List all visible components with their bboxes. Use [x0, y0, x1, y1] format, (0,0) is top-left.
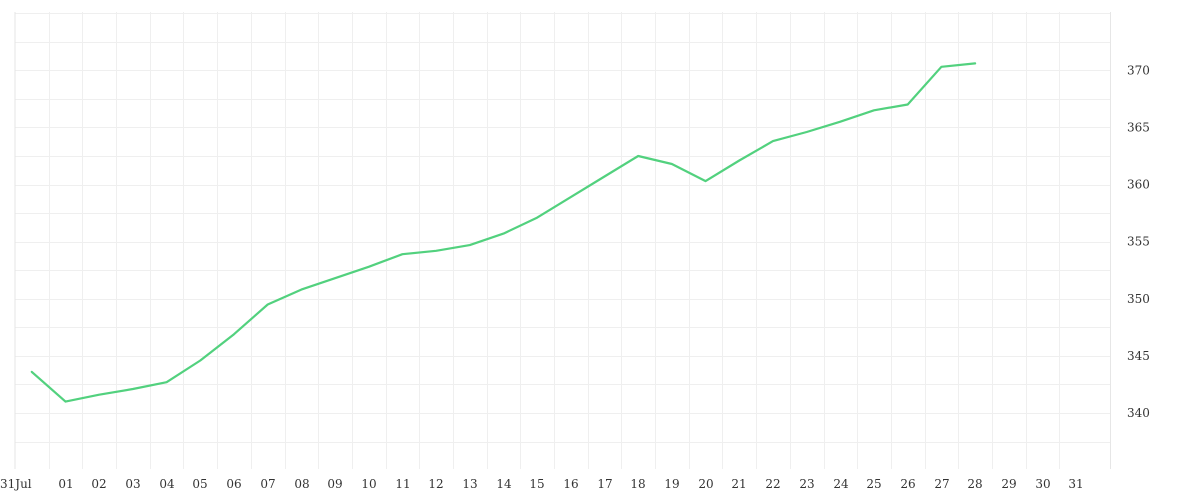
x-tick-label: 21: [731, 477, 746, 491]
y-tick-label: 340: [1127, 406, 1150, 420]
x-tick-label: 29: [1001, 477, 1016, 491]
series-layer: [30, 62, 977, 403]
axes: [14, 12, 1111, 469]
x-tick-label: 28: [967, 477, 982, 491]
x-tick-label: 13: [462, 477, 477, 491]
x-tick-label: 02: [91, 477, 106, 491]
x-tick-label: 20: [698, 477, 713, 491]
x-tick-label: 04: [159, 477, 175, 491]
x-tick-label: 14: [496, 477, 512, 491]
y-gridlines: [15, 13, 1110, 443]
x-tick-label: 11: [395, 477, 410, 491]
x-tick-label: 06: [226, 477, 241, 491]
y-tick-label: 345: [1127, 349, 1150, 363]
y-tick-label: 360: [1127, 178, 1150, 192]
x-tick-label: 30: [1035, 477, 1050, 491]
x-tick-label: 26: [900, 477, 915, 491]
x-tick-label: 15: [529, 477, 544, 491]
x-tick-label: 07: [260, 477, 275, 491]
y-tick-label: 370: [1127, 63, 1150, 77]
x-tick-label: 31Jul: [0, 477, 32, 491]
x-tick-label: 22: [765, 477, 780, 491]
y-tick-label: 355: [1127, 235, 1150, 249]
x-tick-label: 18: [630, 477, 645, 491]
x-tick-label: 09: [327, 477, 342, 491]
x-tick-labels: 31Jul 01 02 03 04 05 06 07 08 09 10 11 12 13 14 15 16 17 1…: [0, 477, 1084, 491]
x-tick-label: 01: [58, 477, 73, 491]
x-tick-label: 05: [192, 477, 207, 491]
x-tick-label: 03: [125, 477, 140, 491]
x-tick-label: 24: [833, 477, 849, 491]
x-tick-label: 12: [428, 477, 443, 491]
x-tick-label: 23: [799, 477, 814, 491]
x-tick-label: 19: [664, 477, 679, 491]
x-tick-label: 08: [294, 477, 309, 491]
x-tick-label: 25: [866, 477, 881, 491]
series-line: [30, 62, 977, 403]
x-tick-label: 16: [563, 477, 578, 491]
x-gridlines: [49, 12, 1060, 469]
x-tick-label: 10: [361, 477, 376, 491]
x-tick-label: 31: [1068, 477, 1083, 491]
y-tick-label: 350: [1127, 292, 1150, 306]
x-tick-label: 17: [597, 477, 612, 491]
y-tick-label: 365: [1127, 120, 1150, 134]
x-tick-label: 27: [934, 477, 949, 491]
y-tick-labels: 340 345 350 355 360 365 370: [1127, 63, 1150, 420]
